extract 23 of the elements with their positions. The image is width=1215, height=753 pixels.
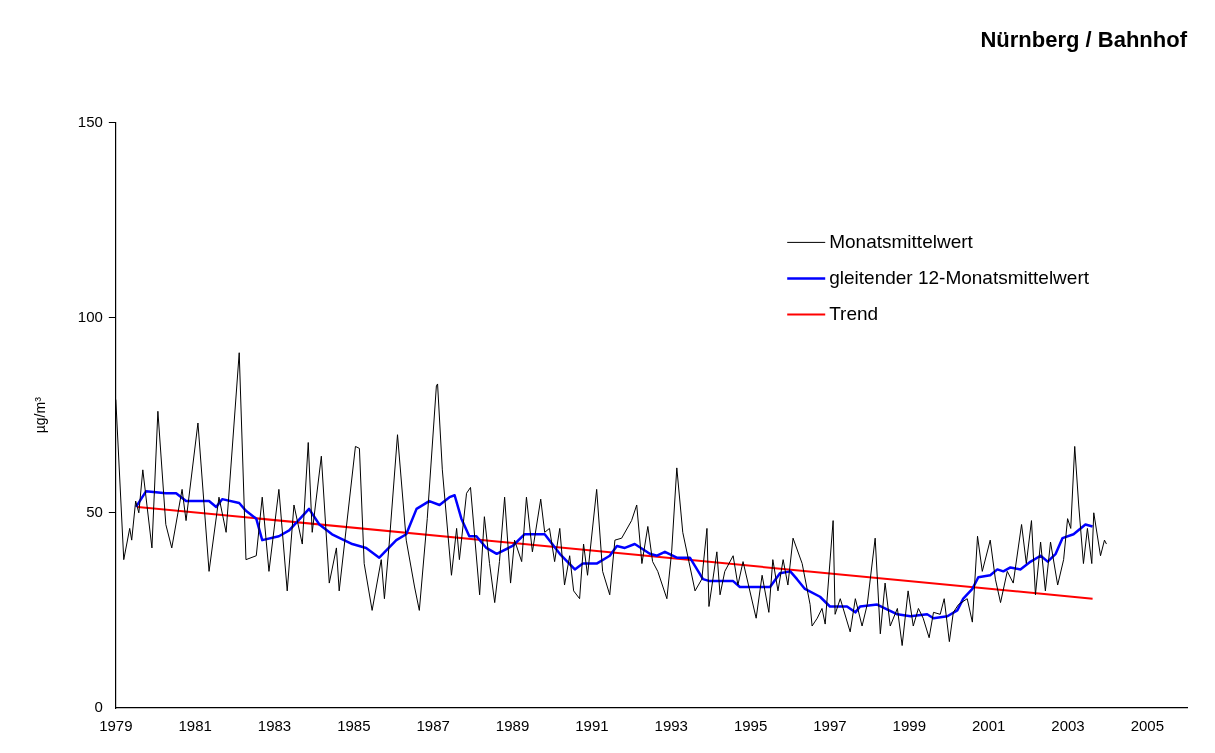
x-tick-label: 1997 xyxy=(813,717,847,735)
x-tick-label: 1987 xyxy=(416,717,450,735)
x-tick-label: 2005 xyxy=(1130,717,1165,735)
x-tick-label: 1979 xyxy=(99,717,133,735)
x-tick-label: 2003 xyxy=(1051,717,1085,735)
x-tick-label: 1985 xyxy=(337,717,371,735)
x-tick-label: 1989 xyxy=(495,717,530,735)
x-tick-label: 1993 xyxy=(654,717,688,735)
chart-title: Nürnberg / Bahnhof xyxy=(980,27,1188,53)
y-tick-label: 100 xyxy=(77,307,103,325)
legend-label: Monatsmittelwert xyxy=(829,230,974,252)
x-tick-label: 1981 xyxy=(178,717,212,735)
y-axis-title: µg/m³ xyxy=(32,396,49,434)
x-tick-label: 1983 xyxy=(257,717,292,735)
x-tick-label: 1991 xyxy=(575,717,609,735)
x-tick-label: 1995 xyxy=(733,717,768,735)
y-tick-label: 150 xyxy=(77,112,103,130)
x-tick-label: 1999 xyxy=(892,717,926,735)
x-tick-label: 2001 xyxy=(971,717,1006,735)
legend-label: gleitender 12-Monatsmittelwert xyxy=(829,266,1090,288)
y-tick-label: 50 xyxy=(86,502,103,520)
legend-label: Trend xyxy=(829,302,879,324)
y-tick-label: 0 xyxy=(94,698,103,716)
